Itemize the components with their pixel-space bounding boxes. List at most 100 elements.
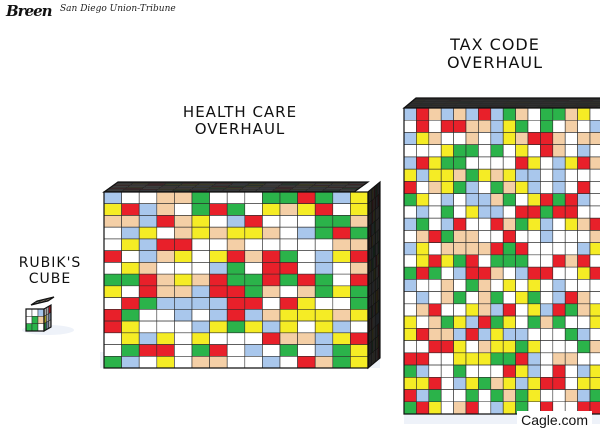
cube-sticker (191, 226, 210, 240)
cube-sticker (121, 285, 140, 298)
cube-sticker (350, 215, 369, 228)
cube-sticker (453, 156, 467, 170)
cube-sticker (540, 230, 554, 243)
cube-sticker (428, 156, 442, 170)
cube-sticker (515, 132, 529, 146)
cube-sticker (589, 328, 600, 341)
cube-sticker (156, 309, 175, 322)
cube-sticker (527, 119, 541, 133)
cube-sticker (577, 181, 591, 194)
cube-sticker (297, 262, 316, 275)
cube-sticker (350, 297, 369, 310)
cube-sticker (502, 144, 516, 158)
cube-sticker (465, 144, 479, 158)
cube-sticker (103, 250, 122, 263)
cube-sticker (564, 242, 578, 256)
cube-sticker (103, 203, 122, 216)
cube-sticker (453, 119, 467, 133)
cube-sticker (332, 226, 351, 240)
cube-sticker (577, 328, 591, 341)
cube-sticker (314, 332, 334, 345)
cube-sticker (416, 376, 430, 390)
cube-sticker (564, 107, 578, 121)
cube-sticker (332, 273, 351, 287)
cube-sticker (478, 168, 492, 182)
cube-sticker (138, 203, 158, 216)
cube-sticker (209, 191, 228, 205)
cube-sticker (577, 119, 591, 133)
cube-sticker (527, 156, 541, 170)
cube-sticker (552, 389, 566, 403)
cube-sticker (262, 285, 281, 298)
cube-sticker (428, 193, 442, 207)
cube-sticker (564, 279, 578, 292)
cube-sticker (440, 340, 454, 354)
cube-sticker (174, 250, 193, 263)
cube-sticker (428, 376, 442, 390)
cube-sticker (490, 315, 504, 329)
cube-sticker (416, 291, 430, 305)
cube-sticker (403, 242, 417, 256)
cube-sticker (515, 303, 529, 317)
cube-sticker (297, 285, 316, 298)
cube-sticker (174, 344, 193, 357)
cube-sticker (564, 156, 578, 170)
cube-sticker (564, 315, 578, 329)
cube-sticker (174, 309, 193, 322)
cube-sticker (416, 242, 430, 256)
face-outline (402, 97, 600, 109)
cube-sticker (209, 226, 228, 240)
cube-sticker (262, 273, 281, 287)
cube-sticker (490, 168, 504, 182)
cube-sticker (403, 254, 417, 268)
cube-sticker (527, 132, 541, 146)
cube-sticker (121, 262, 140, 275)
cube-sticker (121, 273, 140, 287)
cube-sticker (350, 250, 369, 263)
cube-sticker (262, 215, 281, 228)
cube-sticker (416, 119, 430, 133)
cube-sticker (138, 332, 158, 345)
cube-sticker (191, 332, 210, 345)
cube-sticker (589, 401, 600, 415)
cube-sticker (577, 205, 591, 219)
cube-sticker (465, 279, 479, 292)
cube-sticker (577, 303, 591, 317)
cube-sticker (564, 193, 578, 207)
cube-sticker (209, 215, 228, 228)
cube-sticker (440, 205, 454, 219)
rubiks-cube-caption-line-2: CUBE (28, 270, 72, 287)
cube-sticker (350, 191, 369, 205)
cube-sticker (403, 193, 417, 207)
cube-sticker (465, 328, 479, 341)
cube-sticker (403, 217, 417, 231)
cube-sticker (465, 119, 479, 133)
cube-sticker (156, 297, 175, 310)
cube-sticker (465, 315, 479, 329)
cube-sticker (552, 328, 566, 341)
cube-sticker (577, 376, 591, 390)
cube-sticker (440, 364, 454, 378)
cube-sticker (453, 401, 467, 415)
cube-sticker (226, 309, 246, 322)
cube-sticker (121, 250, 140, 263)
cube-sticker (440, 328, 454, 341)
cube-sticker (403, 168, 417, 182)
cube-sticker (244, 238, 263, 251)
cube-sticker (428, 181, 442, 194)
cube-sticker (465, 389, 479, 403)
cube-sticker (428, 352, 442, 366)
cube-sticker (403, 328, 417, 341)
cube-sticker (552, 279, 566, 292)
cube-sticker (515, 352, 529, 366)
cube-sticker (191, 238, 210, 251)
cube-sticker (332, 250, 351, 263)
face-outline (367, 180, 381, 370)
cube-sticker (478, 364, 492, 378)
cube-sticker (209, 203, 228, 216)
cube-sticker (244, 297, 263, 310)
cube-sticker (552, 242, 566, 256)
health-care-caption: HEALTH CARE OVERHAUL (160, 104, 320, 138)
cube-sticker (502, 352, 516, 366)
cube-sticker (515, 193, 529, 207)
